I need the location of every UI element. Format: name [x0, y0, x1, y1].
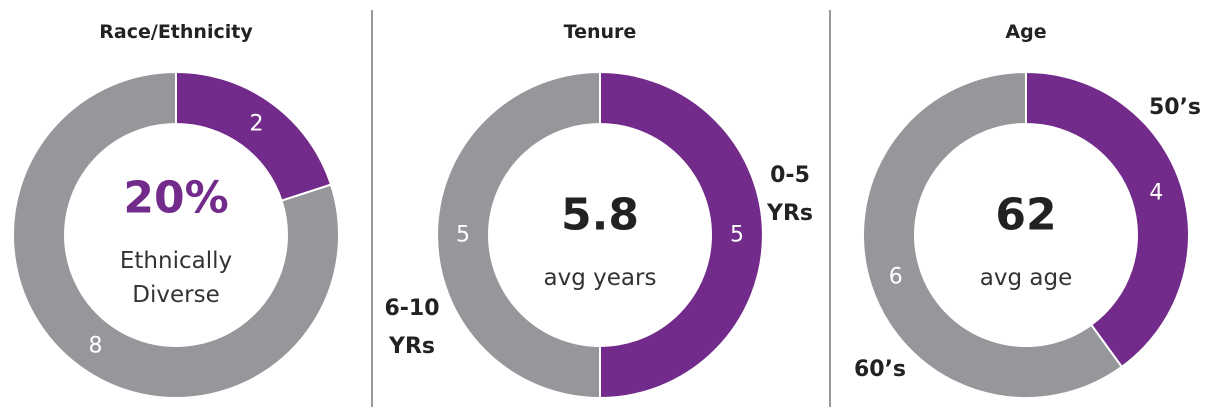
slice-category-label: 0-5 YRs [767, 163, 813, 226]
slice-value-label: 4 [1149, 180, 1164, 206]
chart-title: Age [1005, 21, 1047, 43]
center-label: Ethnically Diverse [119, 248, 233, 308]
center-label: avg years [543, 265, 657, 291]
slice-category-label: 6-10 YRs [384, 296, 440, 359]
slice-value-label: 5 [730, 222, 744, 248]
slice-category-label: 60’s [853, 357, 907, 382]
slice-value-label: 5 [456, 222, 470, 248]
center-value: 5.8 [561, 189, 639, 241]
donut-slice [862, 70, 1124, 399]
donut-slice [12, 70, 340, 399]
donut-slice [1025, 70, 1190, 369]
chart-title: Race/Ethnicity [99, 21, 253, 43]
donut-slice [436, 70, 601, 400]
slice-category-label: 50’s [1148, 95, 1202, 120]
center-label: avg age [979, 265, 1073, 291]
slice-value-label: 8 [88, 333, 103, 359]
center-value: 62 [995, 189, 1057, 241]
donut-slice [599, 70, 764, 400]
slice-value-label: 6 [888, 264, 903, 290]
chart-title: Tenure [563, 21, 637, 43]
slice-value-label: 2 [249, 111, 264, 137]
center-value: 20% [123, 172, 229, 224]
